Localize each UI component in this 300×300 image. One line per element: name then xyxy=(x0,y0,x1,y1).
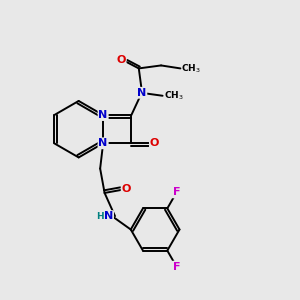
Text: O: O xyxy=(116,56,126,65)
Text: O: O xyxy=(122,184,131,194)
Text: O: O xyxy=(150,138,159,148)
Text: F: F xyxy=(173,262,180,272)
Text: N: N xyxy=(98,110,108,120)
Text: N: N xyxy=(98,138,108,148)
Text: CH$_3$: CH$_3$ xyxy=(181,62,201,75)
Text: H: H xyxy=(96,212,104,220)
Text: N: N xyxy=(104,211,113,221)
Text: N: N xyxy=(137,88,146,98)
Text: CH$_3$: CH$_3$ xyxy=(164,89,184,102)
Text: F: F xyxy=(173,188,180,197)
